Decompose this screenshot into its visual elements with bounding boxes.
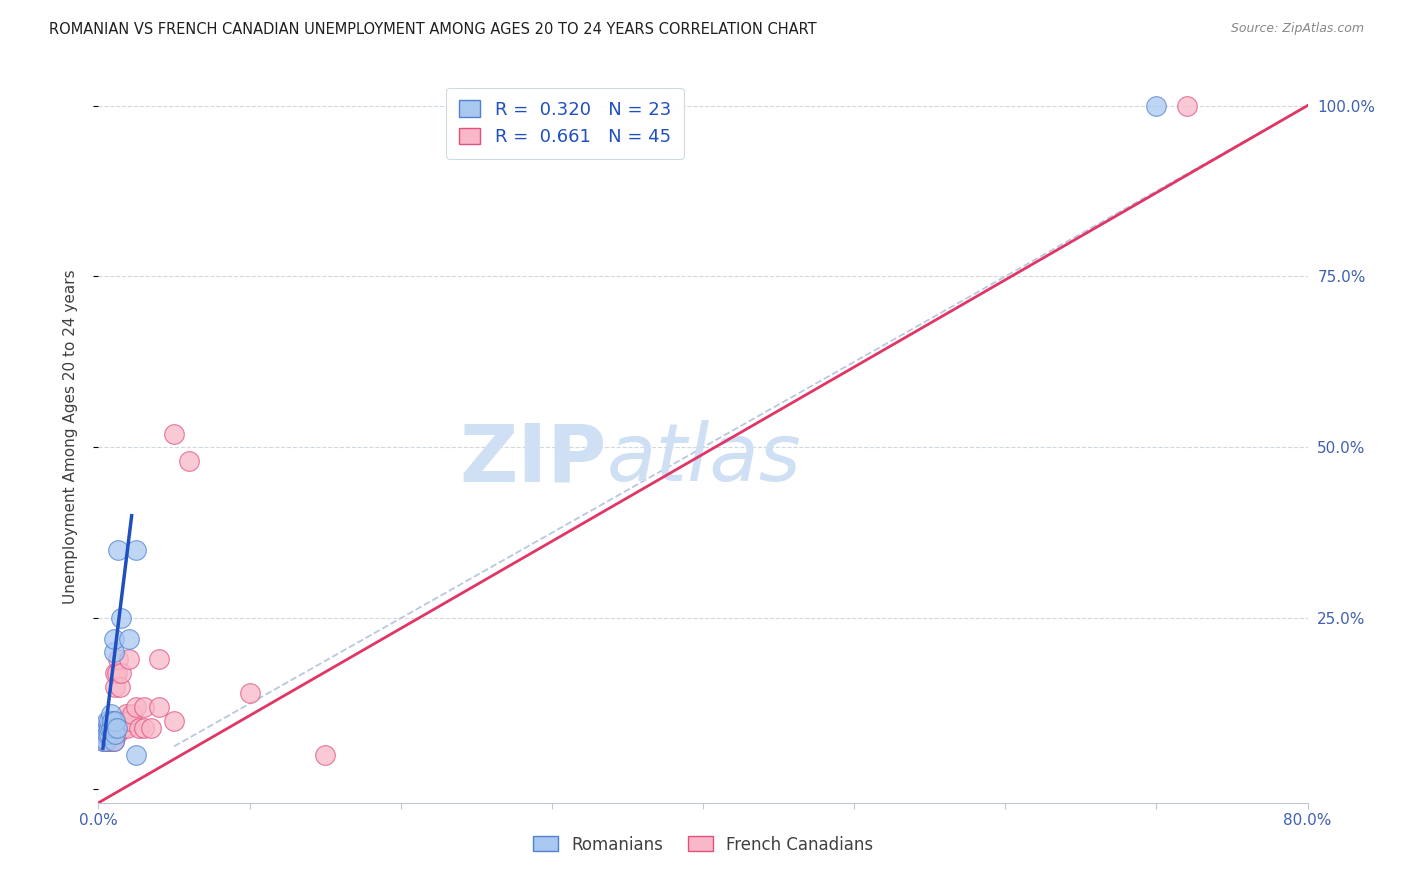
Point (103, 721, 125, 735)
Point (94, 721, 117, 735)
Point (101, 727, 124, 741)
Point (115, 721, 138, 735)
Point (125, 700, 148, 714)
Point (93, 727, 115, 741)
Point (91, 734, 114, 748)
Point (120, 714, 142, 728)
Point (125, 542, 148, 557)
Point (107, 542, 129, 557)
Point (118, 632, 141, 646)
Point (94, 734, 117, 748)
Point (94, 721, 117, 735)
Point (132, 700, 155, 714)
Point (111, 721, 134, 735)
Point (98, 734, 121, 748)
Point (110, 611, 132, 625)
Point (98, 727, 121, 741)
Point (110, 665, 132, 680)
Point (93, 727, 115, 741)
Point (1175, 98, 1198, 112)
Text: ROMANIAN VS FRENCH CANADIAN UNEMPLOYMENT AMONG AGES 20 TO 24 YEARS CORRELATION C: ROMANIAN VS FRENCH CANADIAN UNEMPLOYMENT… (49, 22, 817, 37)
Point (141, 721, 163, 735)
Point (103, 727, 125, 741)
Point (103, 734, 125, 748)
Point (163, 714, 186, 728)
Point (101, 721, 124, 735)
Point (104, 665, 127, 680)
Point (125, 747, 148, 762)
Point (118, 652, 141, 666)
Point (239, 686, 262, 700)
Point (128, 721, 150, 735)
Point (101, 714, 124, 728)
Point (103, 721, 125, 735)
Point (98, 721, 121, 735)
Point (110, 721, 132, 735)
Point (100, 727, 122, 741)
Point (98, 714, 121, 728)
Point (314, 747, 336, 762)
Point (105, 721, 128, 735)
Point (114, 706, 136, 721)
Point (96, 734, 118, 748)
Legend: Romanians, French Canadians: Romanians, French Canadians (526, 829, 880, 860)
Point (96, 714, 118, 728)
Point (98, 721, 121, 735)
Point (112, 714, 135, 728)
Point (108, 680, 131, 694)
Point (105, 665, 128, 680)
Point (103, 714, 125, 728)
Point (104, 680, 127, 694)
Point (179, 454, 201, 468)
Point (104, 714, 127, 728)
Point (148, 652, 170, 666)
Point (103, 734, 125, 748)
Point (100, 734, 122, 748)
Point (100, 721, 122, 735)
Point (96, 721, 118, 735)
Point (104, 727, 127, 741)
Y-axis label: Unemployment Among Ages 20 to 24 years: Unemployment Among Ages 20 to 24 years (63, 269, 77, 605)
Point (148, 700, 170, 714)
Point (100, 714, 122, 728)
Point (100, 706, 122, 721)
Text: ZIP: ZIP (458, 420, 606, 498)
Text: atlas: atlas (606, 420, 801, 498)
Text: Source: ZipAtlas.com: Source: ZipAtlas.com (1230, 22, 1364, 36)
Point (132, 721, 155, 735)
Point (103, 645, 125, 659)
Point (121, 706, 143, 721)
Point (1144, 98, 1167, 112)
Point (107, 652, 129, 666)
Point (94, 734, 117, 748)
Point (91, 734, 114, 748)
Point (103, 632, 125, 646)
Point (96, 727, 118, 741)
Point (105, 727, 128, 741)
Point (163, 426, 186, 441)
